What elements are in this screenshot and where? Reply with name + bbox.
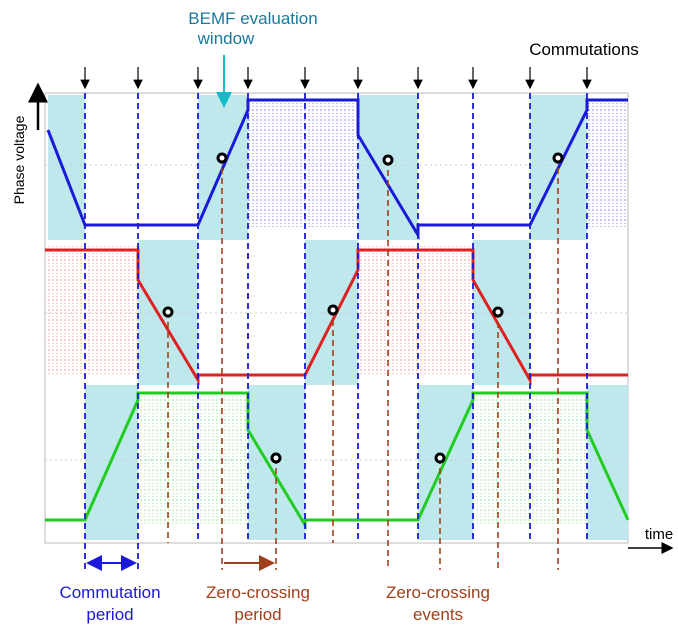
y-axis-label: Phase voltage bbox=[11, 115, 27, 204]
commutation-period-label: Commutation bbox=[59, 583, 160, 602]
zero-crossing-events-label: Zero-crossing bbox=[386, 583, 490, 602]
bemf-label: BEMF evaluation bbox=[188, 9, 317, 28]
zero-crossing-events-label: events bbox=[413, 605, 463, 624]
figure: BEMF evaluation window Commutations Phas… bbox=[0, 0, 678, 626]
zero-crossing-period-label: Zero-crossing bbox=[206, 583, 310, 602]
zero-crossing-period-label: period bbox=[234, 605, 281, 624]
bemf-label: window bbox=[197, 29, 255, 48]
scope-screen bbox=[38, 55, 672, 570]
x-axis-label: time bbox=[645, 526, 673, 543]
commutation-period-label: period bbox=[86, 605, 133, 624]
commutations-label: Commutations bbox=[529, 40, 639, 59]
